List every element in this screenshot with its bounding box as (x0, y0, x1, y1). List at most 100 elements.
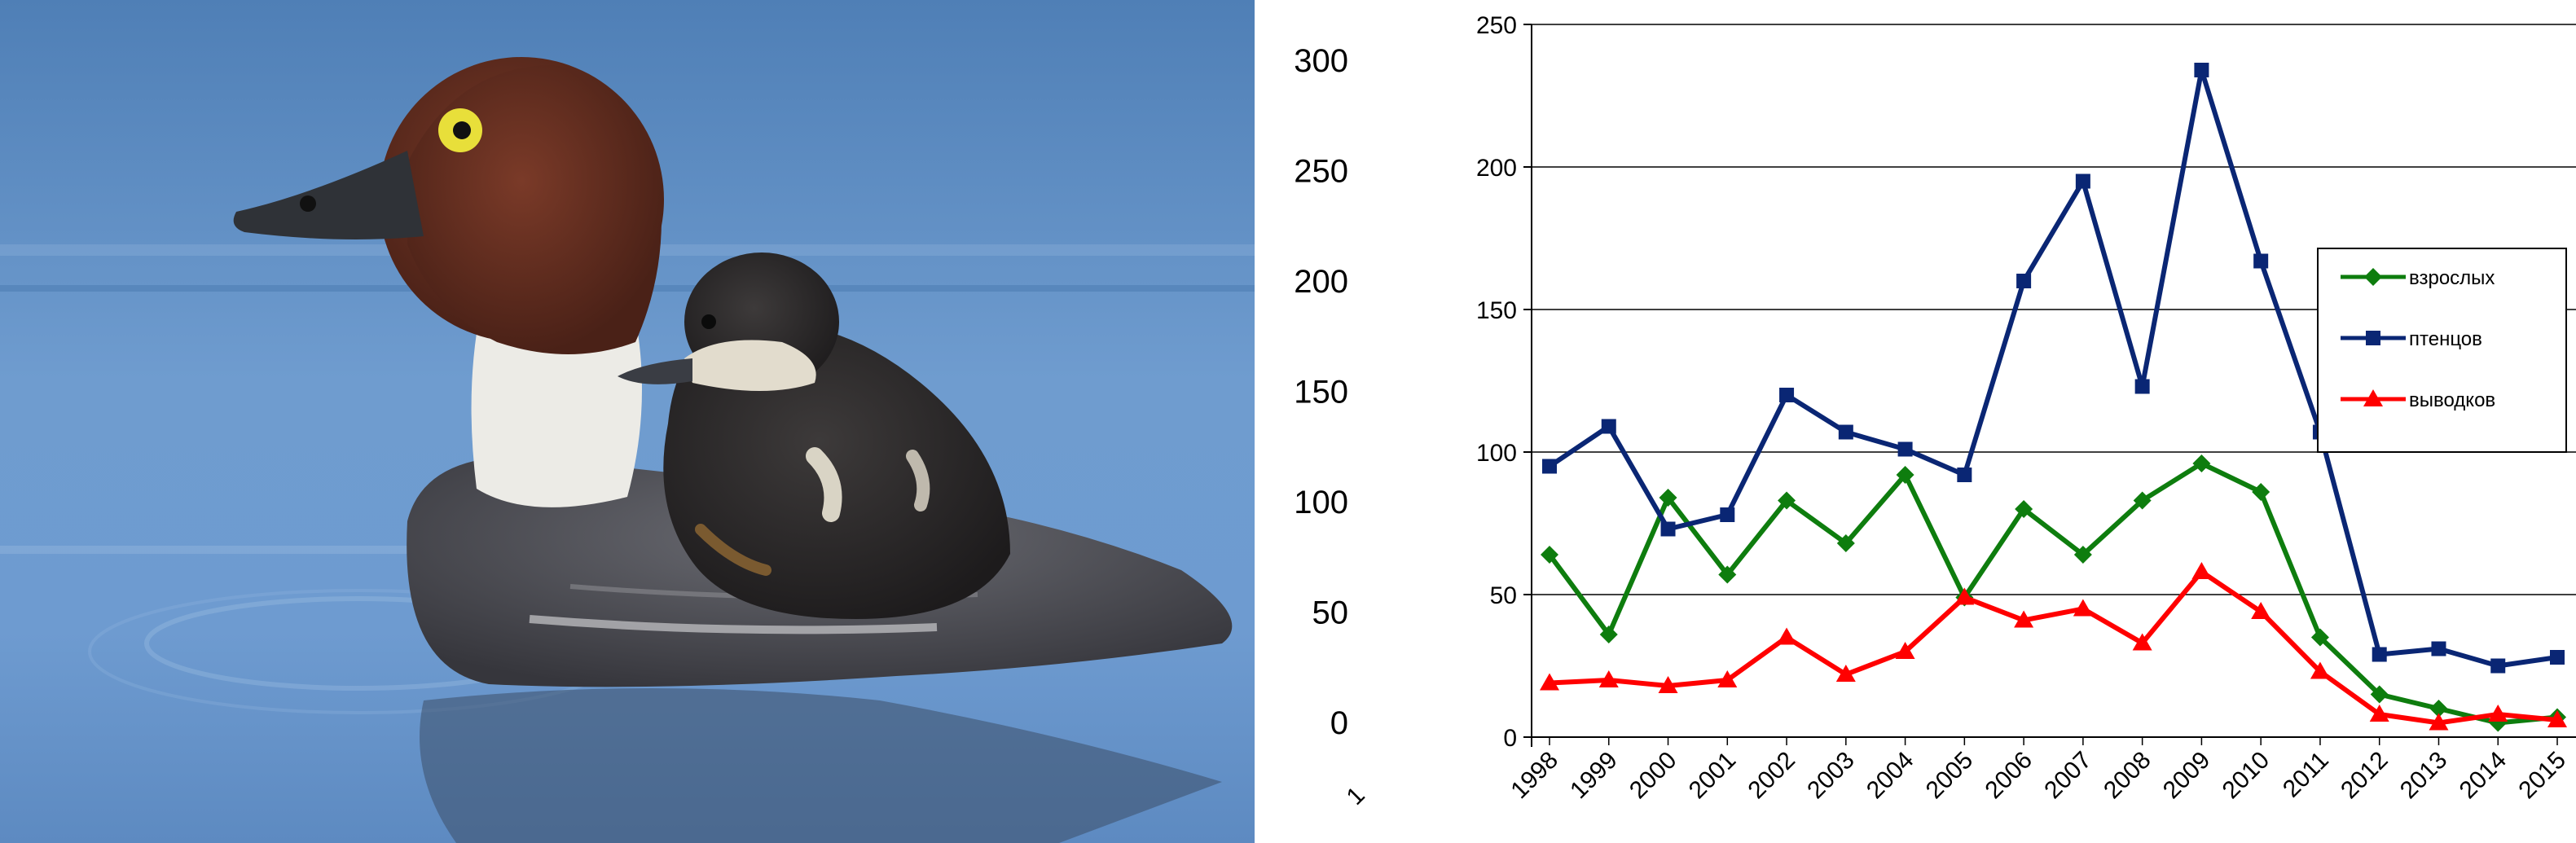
y-tick-label: 250 (1476, 12, 1517, 39)
data-point (1954, 587, 1975, 605)
x-tick-label: 2000 (1624, 747, 1682, 805)
data-point (1601, 419, 1616, 434)
series-diamond (1541, 454, 2566, 732)
legend-label: птенцов (2409, 328, 2482, 350)
data-point (2191, 562, 2212, 579)
data-point (1835, 665, 1856, 682)
data-point (2429, 700, 2448, 718)
data-point (2016, 274, 2032, 288)
legend-item: птенцов (2341, 328, 2482, 350)
data-point (1542, 459, 1557, 474)
data-point (2547, 710, 2567, 727)
data-point (2429, 713, 2449, 731)
series-triangle (1540, 562, 2567, 731)
secondary-y-tick-label: 150 (1294, 375, 1348, 411)
data-point (1660, 521, 1676, 537)
secondary-y-tick-label: 100 (1294, 485, 1348, 520)
data-point (1658, 676, 1678, 693)
data-point (2251, 602, 2271, 619)
x-tick-label: 2009 (2158, 747, 2216, 805)
series-square (1542, 63, 2565, 674)
secondary-y-tick-label: 0 (1330, 705, 1348, 741)
x-tick-label: 2012 (2336, 747, 2394, 805)
data-point (1778, 491, 1796, 510)
x-axis-ticks: 1998 1999 2000 2001 2002 2003 2004 2005 2006 2007… (1506, 737, 2571, 804)
x-tick-label: 2006 (1980, 747, 2038, 805)
data-point (2310, 628, 2329, 647)
data-point (2488, 705, 2508, 722)
data-point (1541, 546, 1558, 564)
data-point (1897, 441, 1913, 457)
duckling (618, 252, 1010, 619)
chart-series (1540, 63, 2567, 732)
y-tick-label: 150 (1476, 297, 1517, 324)
duck-bill (233, 151, 424, 239)
legend-label: взрослых (2409, 267, 2495, 289)
x-tick-label: 2014 (2455, 747, 2512, 805)
data-point (2014, 610, 2034, 628)
x-tick-label: 2013 (2395, 747, 2453, 805)
y-tick-label: 0 (1503, 725, 1517, 752)
data-point (1720, 507, 1735, 522)
data-point (2364, 268, 2382, 286)
data-point (2194, 63, 2209, 77)
data-point (1838, 424, 1853, 440)
data-point (2370, 685, 2389, 704)
chart-legend: взрослых птенцов выводков (2317, 248, 2567, 453)
data-point (2132, 633, 2152, 651)
x-tick-label: 1998 (1506, 747, 1563, 805)
data-point (1836, 534, 1855, 552)
y-axis-ticks: 0 50 100 150 200 250 (1476, 12, 1532, 752)
series-line (1549, 569, 2558, 726)
x-tick-label: 2007 (2039, 747, 2097, 805)
legend-box (2317, 248, 2567, 453)
x-tick-label: 2005 (1921, 747, 1979, 805)
secondary-y-tick-label: 50 (1312, 595, 1349, 631)
y-tick-label: 100 (1476, 440, 1517, 467)
data-point (1598, 670, 1619, 687)
data-point (2369, 705, 2389, 722)
secondary-y-tick-label: 200 (1294, 264, 1348, 300)
data-point (1896, 466, 1914, 484)
data-point (2015, 500, 2033, 518)
data-point (1717, 670, 1738, 687)
data-point (2372, 647, 2387, 662)
x-tick-label: 1999 (1565, 747, 1623, 805)
secondary-y-axis-ticks: 0 50 100 150 200 250 300 (1294, 43, 1348, 741)
stray-axis-label: 1 (1342, 782, 1370, 810)
x-tick-label: 2004 (1862, 747, 1919, 805)
legend-item: выводков (2341, 389, 2495, 411)
data-point (2253, 253, 2269, 269)
data-point (2366, 331, 2380, 345)
secondary-y-tick-label: 300 (1294, 43, 1348, 79)
legend-label: выводков (2409, 389, 2495, 411)
x-tick-label: 2003 (1802, 747, 1860, 805)
data-point (2431, 641, 2446, 656)
x-tick-label: 2010 (2218, 747, 2275, 805)
legend-item: взрослых (2341, 267, 2495, 289)
x-tick-label: 2002 (1743, 747, 1800, 805)
data-point (1659, 489, 1677, 507)
data-point (2133, 491, 2152, 510)
data-point (1957, 468, 1972, 482)
x-tick-label: 2008 (2099, 747, 2156, 805)
data-point (2550, 650, 2565, 665)
data-point (2490, 658, 2506, 674)
data-point (1718, 565, 1737, 584)
data-point (1540, 673, 1559, 691)
data-point (1777, 627, 1797, 645)
data-point (2073, 599, 2093, 617)
data-point (2363, 389, 2383, 406)
data-point (2252, 483, 2270, 501)
data-point (2073, 546, 2092, 564)
y-tick-label: 50 (1490, 582, 1517, 609)
duck-reflection (420, 688, 1222, 843)
data-point (2134, 379, 2150, 394)
data-point (1895, 642, 1915, 659)
series-line (1547, 461, 2558, 726)
x-tick-label: 2011 (2278, 747, 2334, 803)
duck-neck (471, 310, 642, 507)
secondary-y-tick-label: 250 (1294, 154, 1348, 190)
series-line (1548, 68, 2558, 669)
